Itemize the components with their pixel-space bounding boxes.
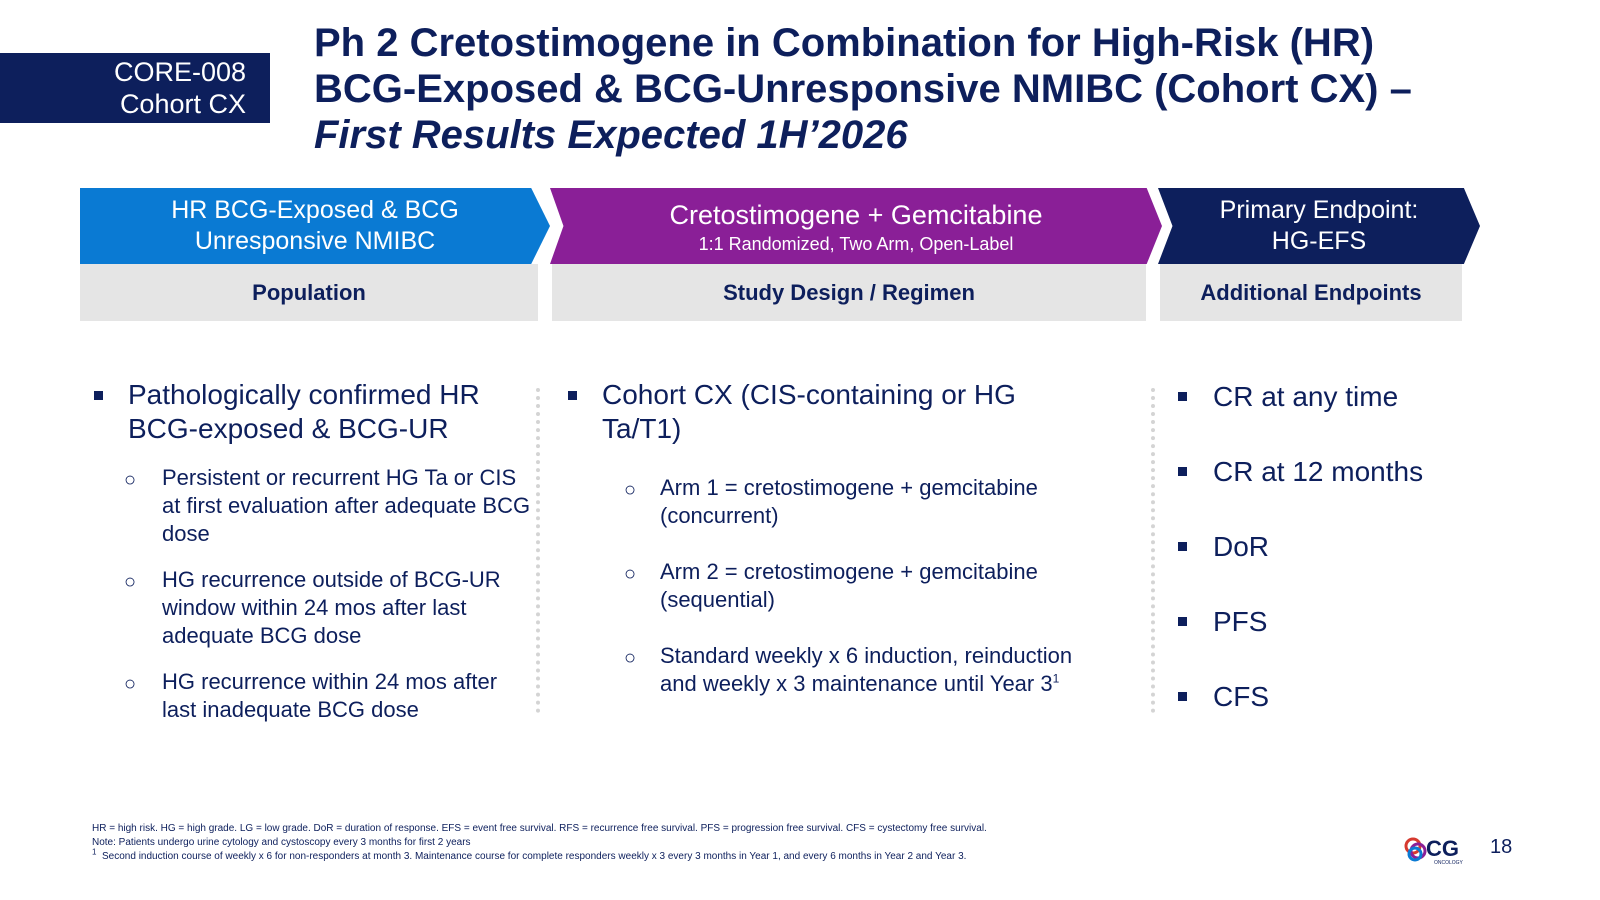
design-sub-item: ○ Arm 2 = cretostimogene + gemcitabine (… (566, 558, 1096, 614)
population-bullet: Pathologically confirmed HR BCG-exposed … (92, 378, 532, 446)
logo-text: CG (1426, 836, 1459, 861)
design-sub-text: Arm 1 = cretostimogene + gemcitabine (co… (660, 475, 1038, 528)
design-chevron-subtitle: 1:1 Randomized, Two Arm, Open-Label (698, 234, 1014, 254)
column-divider (1151, 388, 1155, 713)
circle-bullet-icon: ○ (124, 469, 137, 491)
design-bullet-text: Cohort CX (CIS-containing or HG Ta/T1) (602, 379, 1016, 444)
population-chevron-line2: Unresponsive NMIBC (194, 227, 436, 255)
endpoints-label: Additional Endpoints (1160, 264, 1462, 321)
circle-bullet-icon: ○ (624, 647, 637, 669)
title-line-3: First Results Expected 1H’2026 (314, 113, 908, 157)
logo-subtext: ONCOLOGY (1434, 860, 1464, 866)
slide-title: Ph 2 Cretostimogene in Combination for H… (314, 20, 1584, 158)
logo-red-ring-icon (1404, 837, 1422, 855)
endpoint-item: DoR (1176, 528, 1466, 566)
population-bullet-text: Pathologically confirmed HR BCG-exposed … (128, 379, 480, 444)
population-sub-text: HG recurrence outside of BCG-UR window w… (162, 567, 501, 648)
population-chevron-line1: HR BCG-Exposed & BCG (171, 196, 459, 224)
cohort-tag-line2: Cohort CX (119, 89, 246, 119)
footnote-ref: 1 (1052, 671, 1060, 686)
company-logo: CG ONCOLOGY (1404, 836, 1464, 866)
footnotes: HR = high risk. HG = high grade. LG = lo… (92, 822, 1332, 864)
endpoint-chevron-line1: Primary Endpoint: (1219, 196, 1419, 224)
endpoint-item: CFS (1176, 678, 1466, 716)
endpoint-text: DoR (1213, 531, 1270, 562)
population-sub-text: Persistent or recurrent HG Ta or CIS at … (162, 465, 531, 546)
population-chevron: HR BCG-Exposed & BCG Unresponsive NMIBC (80, 188, 550, 264)
design-label: Study Design / Regimen (552, 264, 1146, 321)
square-bullet-icon (94, 391, 103, 400)
circle-bullet-icon: ○ (124, 571, 137, 593)
title-line-1: Ph 2 Cretostimogene in Combination for H… (314, 21, 1375, 65)
footnote-1: 1 Second induction course of weekly x 6 … (92, 847, 1332, 864)
design-chevron: Cretostimogene + Gemcitabine 1:1 Randomi… (550, 188, 1162, 264)
endpoint-text: PFS (1213, 606, 1268, 637)
population-column: Pathologically confirmed HR BCG-exposed … (92, 378, 532, 724)
square-bullet-icon (1178, 617, 1187, 626)
endpoint-chevron: Primary Endpoint: HG-EFS (1158, 188, 1480, 264)
population-sub-item: ○ HG recurrence within 24 mos after last… (92, 668, 532, 724)
square-bullet-icon (1178, 692, 1187, 701)
endpoint-chevron-line2: HG-EFS (1271, 227, 1367, 255)
population-label: Population (80, 264, 538, 321)
endpoint-item: CR at 12 months (1176, 453, 1466, 491)
footnote-mark: 1 (92, 847, 97, 857)
footnote-1-text: Second induction course of weekly x 6 fo… (102, 851, 967, 862)
endpoint-text: CFS (1213, 681, 1269, 712)
cohort-tag: CORE-008 Cohort CX (0, 53, 270, 123)
population-sub-item: ○ Persistent or recurrent HG Ta or CIS a… (92, 464, 532, 548)
square-bullet-icon (568, 391, 577, 400)
design-chevron-title: Cretostimogene + Gemcitabine (669, 200, 1043, 230)
design-sub-item: ○ Standard weekly x 6 induction, reinduc… (566, 642, 1096, 698)
logo-blue-ring-icon (1407, 846, 1423, 862)
column-divider (536, 388, 540, 713)
title-line-2: BCG-Exposed & BCG-Unresponsive NMIBC (Co… (314, 67, 1412, 111)
circle-bullet-icon: ○ (624, 563, 637, 585)
circle-bullet-icon: ○ (624, 479, 637, 501)
square-bullet-icon (1178, 392, 1187, 401)
page-number: 18 (1490, 836, 1513, 858)
endpoint-text: CR at any time (1213, 381, 1399, 412)
design-sub-text: Arm 2 = cretostimogene + gemcitabine (se… (660, 559, 1038, 612)
endpoint-text: CR at 12 months (1213, 456, 1424, 487)
design-sub-text: Standard weekly x 6 induction, reinducti… (660, 643, 1073, 696)
square-bullet-icon (1178, 467, 1187, 476)
endpoint-item: CR at any time (1176, 378, 1466, 416)
footnote-abbreviations: HR = high risk. HG = high grade. LG = lo… (92, 823, 987, 834)
design-bullet: Cohort CX (CIS-containing or HG Ta/T1) (566, 378, 1096, 446)
cohort-tag-line1: CORE-008 (113, 57, 246, 87)
endpoint-item: PFS (1176, 603, 1466, 641)
square-bullet-icon (1178, 542, 1187, 551)
design-column: Cohort CX (CIS-containing or HG Ta/T1) ○… (566, 378, 1096, 698)
population-sub-text: HG recurrence within 24 mos after last i… (162, 669, 498, 722)
design-sub-item: ○ Arm 1 = cretostimogene + gemcitabine (… (566, 474, 1096, 530)
circle-bullet-icon: ○ (124, 673, 137, 695)
footnote-note: Note: Patients undergo urine cytology an… (92, 837, 471, 848)
endpoints-column: CR at any time CR at 12 months DoR PFS C… (1176, 378, 1466, 753)
population-sub-item: ○ HG recurrence outside of BCG-UR window… (92, 566, 532, 650)
